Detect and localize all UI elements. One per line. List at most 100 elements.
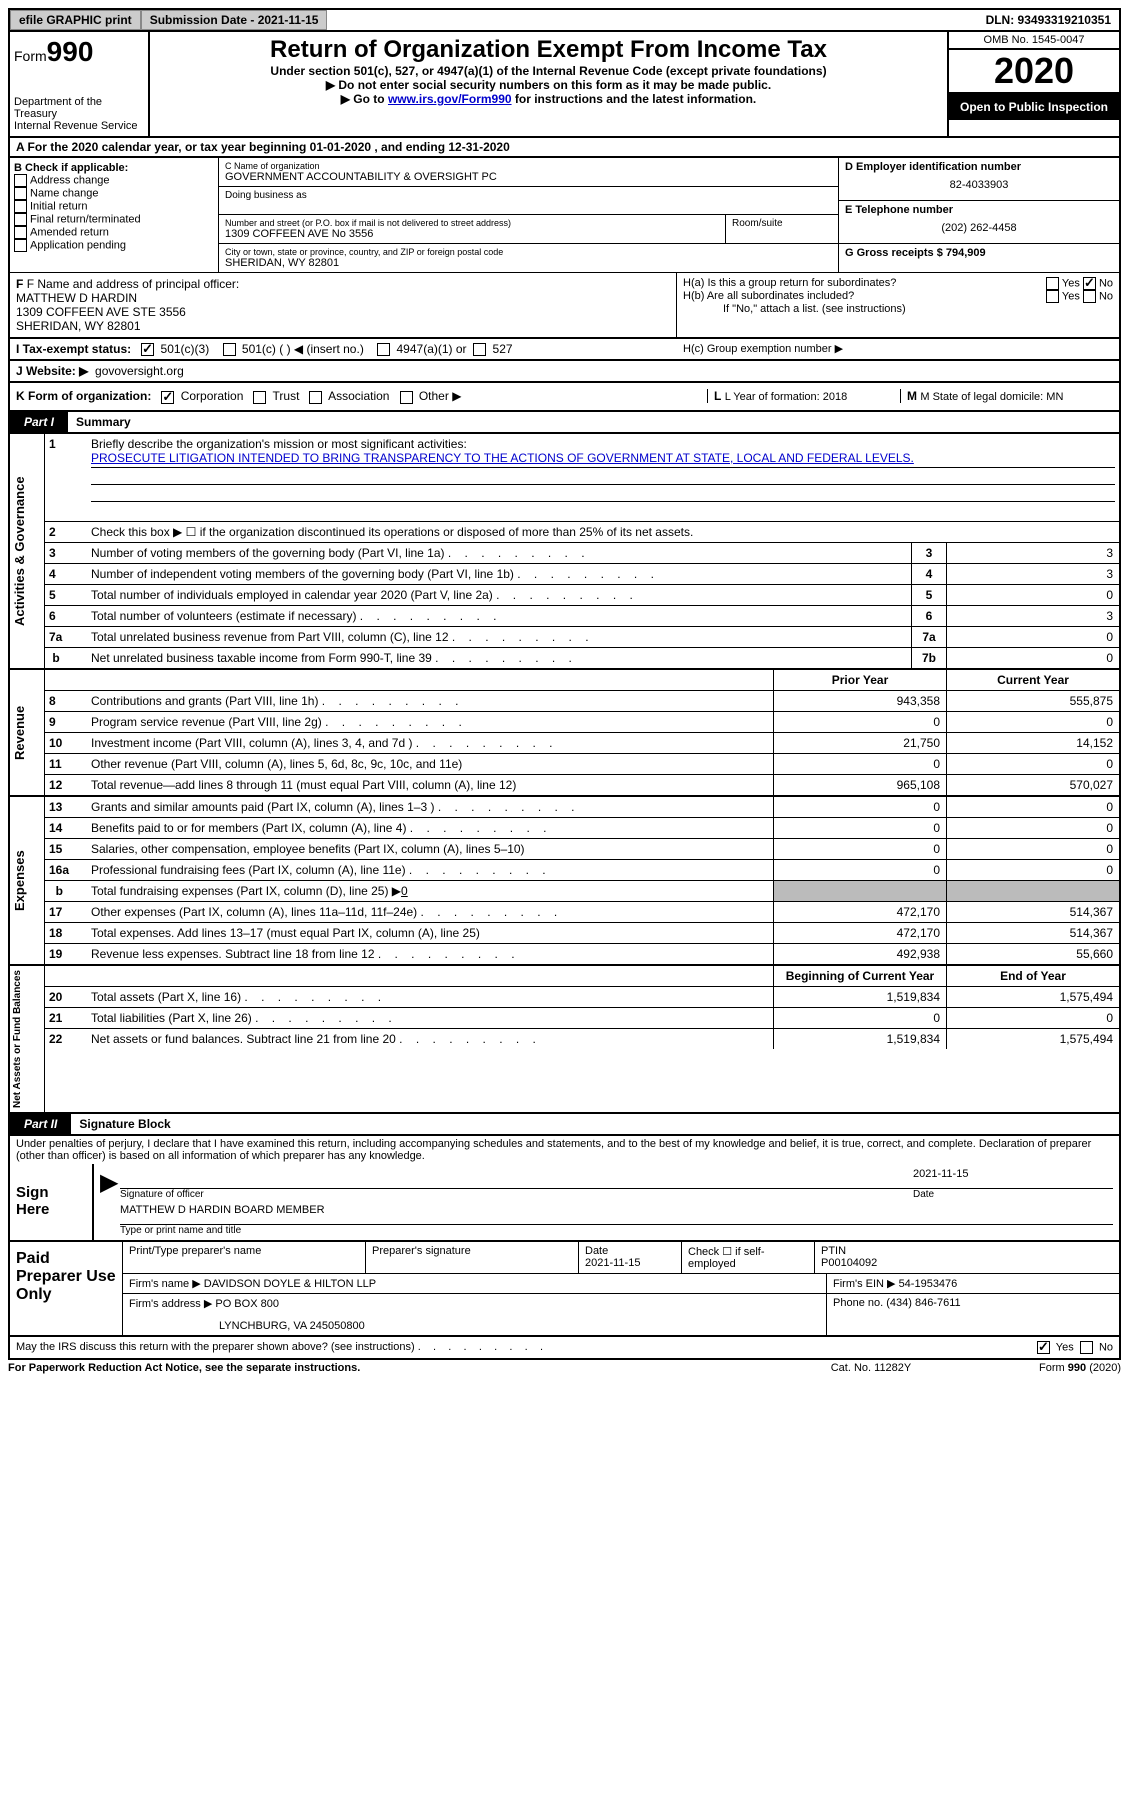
current-year-head: Current Year	[946, 670, 1119, 690]
irs-link[interactable]: www.irs.gov/Form990	[388, 92, 512, 106]
room-suite: Room/suite	[726, 215, 838, 243]
col-b-checkboxes: B Check if applicable: Address change Na…	[10, 158, 219, 272]
r13: Grants and similar amounts paid (Part IX…	[87, 797, 773, 817]
end-year-head: End of Year	[946, 966, 1119, 986]
prior-year-head: Prior Year	[773, 670, 946, 690]
section-bcd: B Check if applicable: Address change Na…	[8, 158, 1121, 273]
firm-address: Firm's address ▶ PO BOX 800 LYNCHBURG, V…	[122, 1294, 826, 1335]
netassets-label: Net Assets or Fund Balances	[10, 966, 45, 1112]
chk-name-change[interactable]: Name change	[14, 187, 214, 200]
r4: Number of independent voting members of …	[87, 564, 911, 584]
chk-final-return[interactable]: Final return/terminated	[14, 213, 214, 226]
begin-year-head: Beginning of Current Year	[773, 966, 946, 986]
chk-501c[interactable]	[223, 343, 236, 356]
form-subtitle: Under section 501(c), 527, or 4947(a)(1)…	[154, 64, 943, 78]
r16b: Total fundraising expenses (Part IX, col…	[87, 881, 773, 901]
perjury-text: Under penalties of perjury, I declare th…	[8, 1136, 1121, 1164]
dba-cell: Doing business as	[219, 187, 838, 215]
h-a-row: H(a) Is this a group return for subordin…	[683, 277, 1113, 290]
netassets-section: Net Assets or Fund Balances Beginning of…	[8, 966, 1121, 1114]
top-bar: efile GRAPHIC print Submission Date - 20…	[8, 8, 1121, 32]
chk-501c3[interactable]	[141, 343, 154, 356]
chk-4947[interactable]	[377, 343, 390, 356]
submission-date-button[interactable]: Submission Date - 2021-11-15	[141, 10, 328, 30]
chk-initial-return[interactable]: Initial return	[14, 200, 214, 213]
discuss-yes[interactable]	[1037, 1341, 1050, 1354]
part1-header: Part I Summary	[8, 412, 1121, 434]
ein-cell: D Employer identification number 82-4033…	[839, 158, 1119, 201]
discuss-no[interactable]	[1080, 1341, 1093, 1354]
form-footer: Form 990 (2020)	[971, 1362, 1121, 1374]
street-cell: Number and street (or P.O. box if mail i…	[219, 215, 726, 243]
phone-cell: E Telephone number (202) 262-4458	[839, 201, 1119, 244]
ssn-note: ▶ Do not enter social security numbers o…	[154, 78, 943, 92]
h-b-row: H(b) Are all subordinates included? Yes …	[683, 290, 1113, 303]
tax-year: 2020	[949, 50, 1119, 94]
r7a: Total unrelated business revenue from Pa…	[87, 627, 911, 647]
mission-label: Briefly describe the organization's miss…	[91, 437, 1115, 451]
pra-notice: For Paperwork Reduction Act Notice, see …	[8, 1362, 771, 1374]
r10: Investment income (Part VIII, column (A)…	[87, 733, 773, 753]
chk-corporation[interactable]	[161, 391, 174, 404]
prep-name-head: Print/Type preparer's name	[122, 1242, 365, 1273]
form-number: Form990	[14, 36, 144, 68]
chk-application-pending[interactable]: Application pending	[14, 239, 214, 252]
expenses-label: Expenses	[10, 797, 45, 964]
preparer-section: Paid Preparer Use Only Print/Type prepar…	[8, 1242, 1121, 1337]
r22: Net assets or fund balances. Subtract li…	[87, 1029, 773, 1049]
r21: Total liabilities (Part X, line 26)	[87, 1008, 773, 1028]
r12: Total revenue—add lines 8 through 11 (mu…	[87, 775, 773, 795]
r16a: Professional fundraising fees (Part IX, …	[87, 860, 773, 880]
chk-other[interactable]	[400, 391, 413, 404]
link-note: ▶ Go to www.irs.gov/Form990 for instruct…	[154, 92, 943, 106]
efile-print-button[interactable]: efile GRAPHIC print	[10, 10, 141, 30]
section-fh: F F Name and address of principal office…	[8, 273, 1121, 339]
firm-name: Firm's name ▶ DAVIDSON DOYLE & HILTON LL…	[122, 1274, 826, 1293]
h-c-row: H(c) Group exemption number ▶	[683, 342, 1113, 356]
r14: Benefits paid to or for members (Part IX…	[87, 818, 773, 838]
prep-sig-head: Preparer's signature	[365, 1242, 578, 1273]
prep-ptin: PTINP00104092	[814, 1242, 1119, 1273]
chk-amended-return[interactable]: Amended return	[14, 226, 214, 239]
r8: Contributions and grants (Part VIII, lin…	[87, 691, 773, 711]
org-name: GOVERNMENT ACCOUNTABILITY & OVERSIGHT PC	[225, 171, 832, 183]
preparer-label: Paid Preparer Use Only	[10, 1242, 122, 1335]
r11: Other revenue (Part VIII, column (A), li…	[87, 754, 773, 774]
revenue-section: Revenue Prior YearCurrent Year 8Contribu…	[8, 670, 1121, 797]
chk-association[interactable]	[309, 391, 322, 404]
governance-section: Activities & Governance 1 Briefly descri…	[8, 434, 1121, 670]
website-value: govoversight.org	[95, 364, 184, 378]
chk-address-change[interactable]: Address change	[14, 174, 214, 187]
state-domicile: M M State of legal domicile: MN	[900, 389, 1113, 403]
officer-addr1: 1309 COFFEEN AVE STE 3556	[16, 305, 670, 319]
year-formation: L L Year of formation: 2018	[707, 389, 900, 403]
firm-ein: Firm's EIN ▶ 54-1953476	[826, 1274, 1119, 1293]
part2-tab: Part II	[10, 1114, 71, 1134]
sig-date: 2021-11-15	[883, 1168, 1113, 1189]
part1-tab: Part I	[10, 412, 68, 432]
revenue-label: Revenue	[10, 670, 45, 795]
officer-name-line: MATTHEW D HARDIN BOARD MEMBER	[120, 1204, 1113, 1225]
r17: Other expenses (Part IX, column (A), lin…	[87, 902, 773, 922]
city-cell: City or town, state or province, country…	[219, 244, 838, 272]
open-inspection: Open to Public Inspection	[949, 94, 1119, 120]
part2-header: Part II Signature Block	[8, 1114, 1121, 1136]
officer-name: MATTHEW D HARDIN	[16, 291, 670, 305]
r20: Total assets (Part X, line 16)	[87, 987, 773, 1007]
col-b-label: B Check if applicable:	[14, 162, 214, 174]
row-j: J Website: ▶ govoversight.org	[8, 361, 1121, 383]
r6: Total number of volunteers (estimate if …	[87, 606, 911, 626]
r7b: Net unrelated business taxable income fr…	[87, 648, 911, 668]
officer-addr2: SHERIDAN, WY 82801	[16, 319, 670, 333]
dept-label: Department of the Treasury	[14, 96, 144, 120]
chk-trust[interactable]	[253, 391, 266, 404]
footer: For Paperwork Reduction Act Notice, see …	[8, 1360, 1121, 1376]
officer-label: F F Name and address of principal office…	[16, 277, 670, 291]
h-b-note: If "No," attach a list. (see instruction…	[683, 303, 1113, 315]
expenses-section: Expenses 13Grants and similar amounts pa…	[8, 797, 1121, 966]
firm-phone: Phone no. (434) 846-7611	[826, 1294, 1119, 1335]
chk-527[interactable]	[473, 343, 486, 356]
gross-receipts: G Gross receipts $ 794,909	[839, 244, 1119, 262]
r9: Program service revenue (Part VIII, line…	[87, 712, 773, 732]
dln-label: DLN: 93493319210351	[978, 11, 1119, 29]
